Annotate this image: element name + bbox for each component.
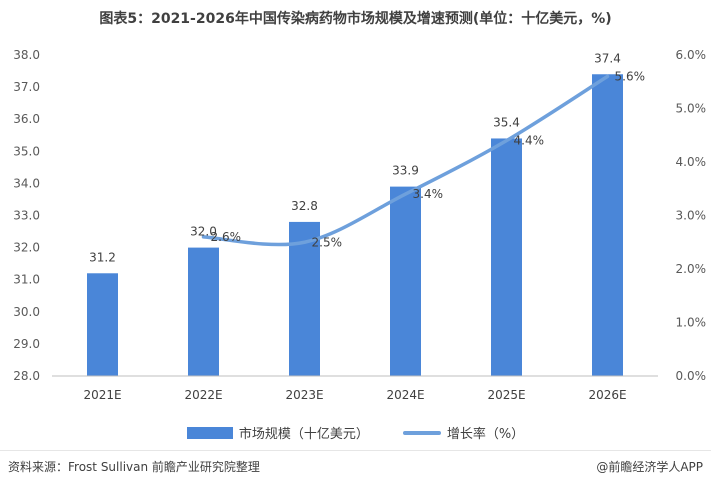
bar-value-label: 37.4 [594, 51, 621, 65]
right-tick-label: 0.0% [676, 369, 707, 383]
chart-area: 28.0 29.0 30.0 31.0 32.0 33.0 34.0 35.0 36.0 37.0… [13, 48, 707, 402]
growth-line-series [201, 74, 610, 247]
left-tick-label: 37.0 [13, 80, 40, 94]
left-tick-label: 33.0 [13, 209, 40, 223]
x-tick-label: 2025E [487, 388, 525, 402]
growth-value-label: 4.4% [514, 134, 545, 148]
growth-value-label: 2.6% [211, 230, 242, 244]
bar-value-label: 33.9 [392, 164, 419, 178]
right-tick-label: 5.0% [676, 102, 707, 116]
x-tick-label: 2023E [285, 388, 323, 402]
source-text: 资料来源：Frost Sullivan 前瞻产业研究院整理 [8, 460, 260, 474]
left-tick-label: 34.0 [13, 176, 40, 190]
footer: 资料来源：Frost Sullivan 前瞻产业研究院整理 @前瞻经济学人APP [0, 450, 711, 487]
legend-line-label: 增长率（%） [446, 427, 525, 442]
left-tick-label: 31.0 [13, 273, 40, 287]
right-tick-label: 6.0% [676, 48, 707, 62]
left-tick-label: 35.0 [13, 144, 40, 158]
right-tick-label: 2.0% [676, 262, 707, 276]
x-tick-label: 2022E [184, 388, 222, 402]
data-labels: 31.2 32.0 32.8 33.9 35.4 37.4 2.6% 2.5% 3.4% 4.4%… [89, 51, 645, 264]
bar-2026E [592, 74, 623, 376]
legend-item-growth-rate: 增长率（%） [402, 423, 525, 442]
x-tick-label: 2024E [386, 388, 424, 402]
growth-value-label: 5.6% [615, 69, 646, 83]
right-tick-label: 1.0% [676, 316, 707, 330]
bar-2025E [491, 138, 522, 376]
left-tick-label: 29.0 [13, 337, 40, 351]
chart-title: 图表5：2021-2026年中国传染病药物市场规模及增速预测(单位：十亿美元，%… [99, 11, 612, 27]
left-tick-label: 36.0 [13, 112, 40, 126]
bar-2023E [289, 221, 320, 376]
legend-line-swatch [402, 430, 441, 435]
brand: @前瞻经济学人APP [596, 458, 703, 475]
bar-value-label: 35.4 [493, 115, 520, 129]
right-y-axis: 0.0% 1.0% 2.0% 3.0% 4.0% 5.0% 6.0% [676, 48, 707, 383]
brand-text: @前瞻经济学人APP [596, 460, 703, 474]
bar-2021E [87, 273, 118, 376]
x-tick-label: 2021E [83, 388, 121, 402]
x-tick-label: 2026E [588, 388, 626, 402]
bar-2024E [390, 186, 421, 376]
bar-series [87, 74, 623, 376]
left-tick-label: 38.0 [13, 48, 40, 62]
growth-value-label: 2.5% [312, 235, 343, 249]
growth-line [201, 74, 610, 247]
bar-value-label: 32.0 [190, 225, 217, 239]
growth-value-label: 3.4% [413, 187, 444, 201]
x-axis: 2021E 2022E 2023E 2024E 2025E 2026E [52, 375, 658, 402]
bar-value-label: 32.8 [291, 199, 318, 213]
left-tick-label: 32.0 [13, 241, 40, 255]
legend-item-market-size: 市场规模（十亿美元） [186, 423, 369, 442]
left-y-axis: 28.0 29.0 30.0 31.0 32.0 33.0 34.0 35.0 36.0 37.0… [13, 48, 40, 383]
right-tick-label: 4.0% [676, 155, 707, 169]
right-tick-label: 3.0% [676, 209, 707, 223]
bar-2022E [188, 247, 219, 376]
left-tick-label: 28.0 [13, 369, 40, 383]
bar-value-label: 31.2 [89, 250, 116, 264]
legend-bar-swatch [186, 426, 233, 439]
left-tick-label: 30.0 [13, 305, 40, 319]
legend: 市场规模（十亿美元） 增长率（%） [0, 423, 711, 442]
legend-bar-label: 市场规模（十亿美元） [238, 427, 369, 442]
